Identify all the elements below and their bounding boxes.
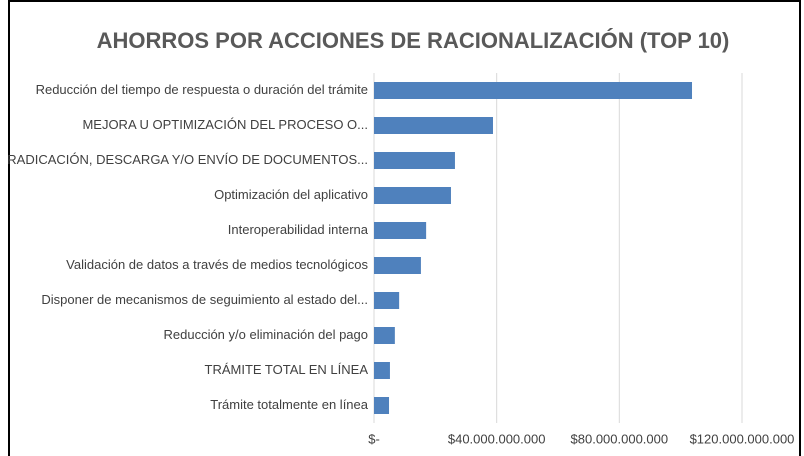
y-tick-label: TRÁMITE TOTAL EN LÍNEA <box>205 362 369 377</box>
y-tick-label: Optimización del aplicativo <box>214 187 368 202</box>
chart-title: AHORROS POR ACCIONES DE RACIONALIZACIÓN … <box>97 28 730 53</box>
bar <box>374 222 427 239</box>
bar <box>374 292 400 309</box>
bar <box>374 82 693 99</box>
bar <box>374 327 395 344</box>
x-tick-label: $120.000.000.000 <box>690 431 795 446</box>
y-tick-label: Validación de datos a través de medios t… <box>66 257 368 272</box>
bar <box>374 152 455 169</box>
bar <box>374 187 451 204</box>
y-tick-label: Disponer de mecanismos de seguimiento al… <box>41 292 368 307</box>
x-tick-label: $- <box>368 431 380 446</box>
x-tick-label: $40.000.000.000 <box>448 431 546 446</box>
y-tick-label: RADICACIÓN, DESCARGA Y/O ENVÍO DE DOCUME… <box>7 152 368 167</box>
bar <box>374 397 390 414</box>
y-tick-label: Reducción del tiempo de respuesta o dura… <box>36 82 368 97</box>
y-tick-label: Reducción y/o eliminación del pago <box>163 327 368 342</box>
y-tick-label: Trámite totalmente en línea <box>210 397 369 412</box>
x-tick-label: $80.000.000.000 <box>571 431 669 446</box>
bar <box>374 117 493 134</box>
bar <box>374 257 421 274</box>
y-tick-label: Interoperabilidad interna <box>228 222 369 237</box>
y-tick-label: MEJORA U OPTIMIZACIÓN DEL PROCESO O... <box>82 117 368 132</box>
bar <box>374 362 390 379</box>
